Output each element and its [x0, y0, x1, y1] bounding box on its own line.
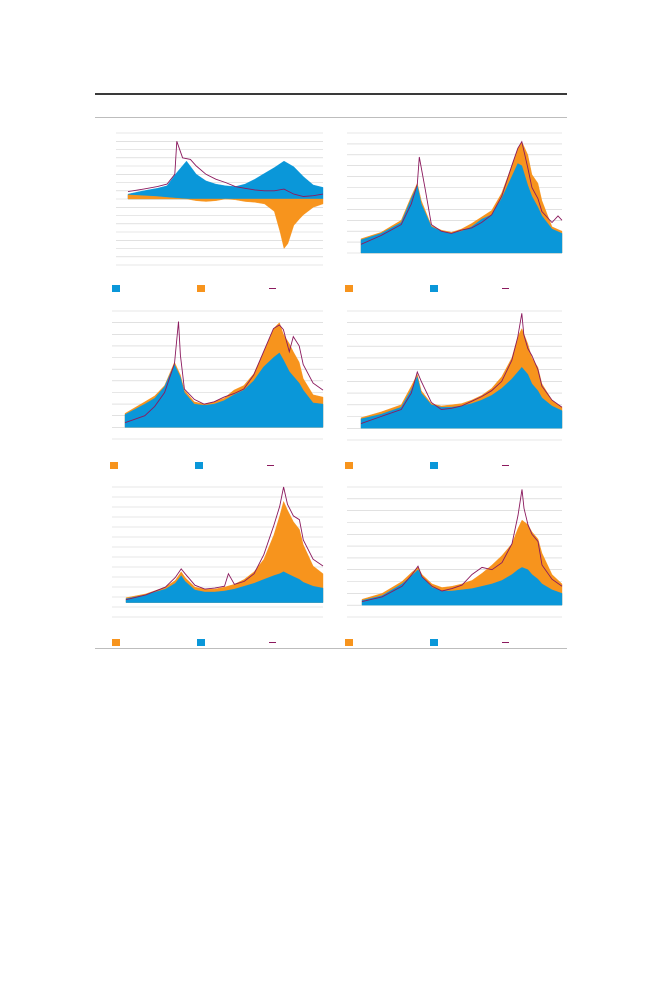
chart-panel-middle-left	[112, 310, 324, 440]
legend-line-swatch	[502, 288, 509, 289]
legend-swatch	[430, 462, 438, 469]
series-area-b	[125, 571, 324, 603]
chart-panel-top-left	[116, 132, 324, 266]
legend-line-swatch	[502, 642, 509, 643]
series-area-b	[361, 567, 563, 606]
legend-line-swatch	[269, 642, 276, 643]
legend-swatch	[110, 462, 118, 469]
series-line	[127, 141, 324, 197]
top-rule	[95, 93, 567, 95]
series-area-a	[127, 160, 324, 200]
series-line	[360, 313, 563, 425]
legend-line-swatch	[269, 288, 276, 289]
legend-swatch	[345, 639, 353, 646]
legend-swatch	[345, 285, 353, 292]
series-area-b	[360, 163, 563, 254]
legend-line-swatch	[502, 465, 509, 466]
series-line	[125, 486, 324, 601]
header-divider	[95, 117, 567, 118]
series-line	[360, 140, 563, 245]
legend-swatch	[345, 462, 353, 469]
legend-swatch	[430, 285, 438, 292]
chart-panel-bottom-right	[347, 486, 563, 618]
series-line	[124, 321, 324, 424]
series-area-b	[124, 352, 324, 428]
legend-swatch	[197, 639, 205, 646]
series-line	[361, 489, 563, 603]
legend-swatch	[112, 639, 120, 646]
legend-swatch	[195, 462, 203, 469]
chart-panel-bottom-left	[112, 486, 324, 618]
bottom-rule	[95, 648, 567, 649]
chart-panel-top-right	[347, 132, 563, 254]
series-area-b	[360, 366, 563, 429]
legend-swatch	[197, 285, 205, 292]
legend-swatch	[112, 285, 120, 292]
legend-swatch	[430, 639, 438, 646]
legend-line-swatch	[267, 465, 274, 466]
series-area-b	[127, 194, 324, 249]
chart-panel-middle-right	[347, 310, 563, 441]
